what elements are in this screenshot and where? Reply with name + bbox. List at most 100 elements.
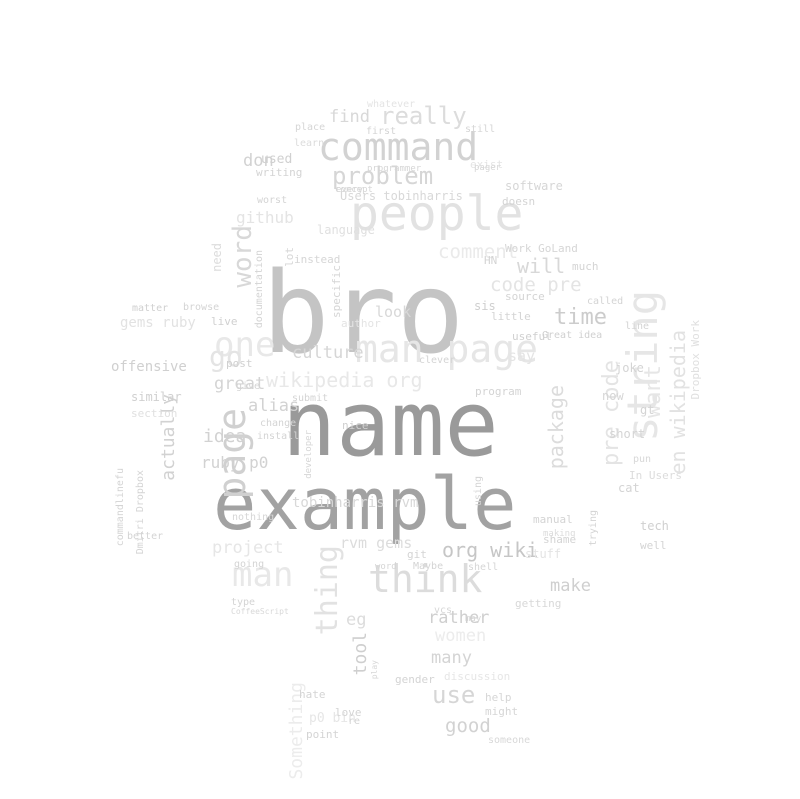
cloud-word: browse bbox=[183, 302, 220, 313]
cloud-word: specific bbox=[330, 265, 343, 318]
cloud-word: name bbox=[282, 372, 499, 477]
cloud-word: making bbox=[543, 529, 576, 539]
cloud-word: Great idea bbox=[542, 330, 603, 341]
cloud-word: In Users bbox=[629, 469, 682, 482]
cloud-word: HN bbox=[484, 254, 498, 267]
cloud-word: used bbox=[261, 152, 293, 167]
cloud-word: problem bbox=[332, 162, 434, 190]
cloud-word: github bbox=[236, 208, 294, 227]
cloud-word: little bbox=[491, 310, 531, 323]
cloud-word: women bbox=[435, 626, 487, 646]
cloud-word: command bbox=[318, 125, 479, 169]
cloud-word: great bbox=[214, 374, 266, 394]
cloud-word: Dropbox Work bbox=[689, 320, 702, 400]
cloud-word: might bbox=[485, 705, 519, 718]
cloud-word: change bbox=[260, 418, 297, 429]
cloud-word: someone bbox=[488, 735, 531, 746]
cloud-word: short bbox=[609, 427, 646, 441]
cloud-word: word bbox=[375, 562, 397, 572]
cloud-word: need bbox=[210, 243, 224, 272]
cloud-word: sis bbox=[474, 299, 496, 313]
cloud-word: make bbox=[550, 576, 591, 596]
cloud-word: whatever bbox=[367, 99, 416, 110]
cloud-word: comment bbox=[438, 241, 519, 263]
cloud-word: alias bbox=[248, 396, 300, 416]
cloud-word: think bbox=[368, 557, 483, 601]
cloud-word: hate bbox=[299, 688, 326, 701]
cloud-word: better bbox=[127, 531, 164, 542]
cloud-word: first bbox=[366, 126, 397, 137]
cloud-word: language bbox=[317, 223, 375, 237]
cloud-word: go bbox=[209, 340, 243, 373]
cloud-word: type bbox=[231, 597, 256, 608]
cloud-word: now bbox=[602, 389, 624, 403]
cloud-word: live bbox=[211, 315, 238, 328]
cloud-word: source bbox=[505, 290, 545, 303]
cloud-word: Maybe bbox=[413, 561, 444, 572]
cloud-word: bro bbox=[262, 249, 465, 379]
cloud-word: matter bbox=[132, 303, 169, 314]
cloud-word: example bbox=[213, 462, 517, 546]
cloud-word: stuff bbox=[525, 547, 562, 561]
cloud-word: CoffeeScript bbox=[231, 607, 289, 616]
cloud-word: learn bbox=[294, 138, 325, 149]
cloud-word: gems ruby bbox=[120, 315, 196, 331]
cloud-word: wikipedia org bbox=[266, 368, 423, 392]
cloud-word: package bbox=[544, 385, 568, 470]
cloud-word: one bbox=[214, 325, 276, 365]
cloud-word: shell bbox=[468, 562, 499, 573]
cloud-word: help bbox=[485, 691, 512, 704]
cloud-word: commandlinefu bbox=[115, 468, 126, 547]
cloud-word: using bbox=[473, 476, 484, 507]
cloud-word: code pre bbox=[490, 274, 582, 296]
cloud-word: line bbox=[625, 321, 650, 332]
cloud-word: say bbox=[508, 347, 536, 365]
cloud-word: place bbox=[295, 122, 326, 133]
cloud-word: shame bbox=[543, 533, 577, 546]
cloud-word: nothing bbox=[232, 512, 275, 523]
cloud-word: culture bbox=[292, 343, 364, 363]
cloud-word: developer bbox=[304, 430, 314, 479]
cloud-word: don bbox=[243, 151, 274, 171]
cloud-word: give bbox=[236, 381, 261, 392]
cloud-word: thing bbox=[310, 545, 345, 636]
cloud-word: called bbox=[587, 296, 624, 307]
cloud-word: similar bbox=[131, 390, 182, 404]
cloud-word: trying bbox=[588, 510, 599, 547]
cloud-word: man bbox=[232, 555, 294, 595]
cloud-word: clever bbox=[419, 355, 456, 366]
cloud-word: exist bbox=[470, 158, 504, 171]
cloud-word: concept bbox=[335, 185, 373, 195]
cloud-word: software bbox=[505, 179, 563, 193]
cloud-word: well bbox=[640, 539, 667, 552]
cloud-word: section bbox=[131, 407, 178, 420]
cloud-word: eg bbox=[346, 610, 367, 630]
cloud-word: submit bbox=[292, 393, 329, 404]
cloud-word: getting bbox=[515, 597, 562, 610]
cloud-word: vcs bbox=[434, 605, 453, 616]
cloud-word: time bbox=[554, 305, 607, 330]
cloud-word: word bbox=[228, 225, 258, 288]
cloud-word: en wikipedia bbox=[666, 330, 690, 475]
cloud-word: man page bbox=[355, 327, 539, 371]
cloud-word: instead bbox=[294, 253, 341, 266]
cloud-word: look bbox=[375, 303, 412, 321]
cloud-word: rvm gems bbox=[340, 534, 413, 552]
cloud-word: p0 bin bbox=[309, 711, 356, 726]
cloud-word: manual bbox=[533, 513, 573, 526]
cloud-word: post bbox=[226, 357, 253, 370]
cloud-word: tool bbox=[350, 632, 371, 676]
cloud-word: git bbox=[407, 548, 427, 561]
cloud-word: tobinharris rvm bbox=[292, 495, 419, 511]
cloud-word: play bbox=[370, 660, 379, 680]
cloud-word: use bbox=[432, 681, 476, 709]
cloud-word: discussion bbox=[444, 670, 511, 683]
cloud-word: people bbox=[350, 186, 524, 242]
cloud-word: project bbox=[212, 538, 284, 558]
cloud-word: worst bbox=[257, 195, 288, 206]
cloud-word: rather bbox=[428, 608, 490, 628]
cloud-word: pre code bbox=[599, 360, 624, 466]
cloud-word: cat bbox=[618, 481, 640, 495]
cloud-word: every bbox=[336, 185, 364, 195]
